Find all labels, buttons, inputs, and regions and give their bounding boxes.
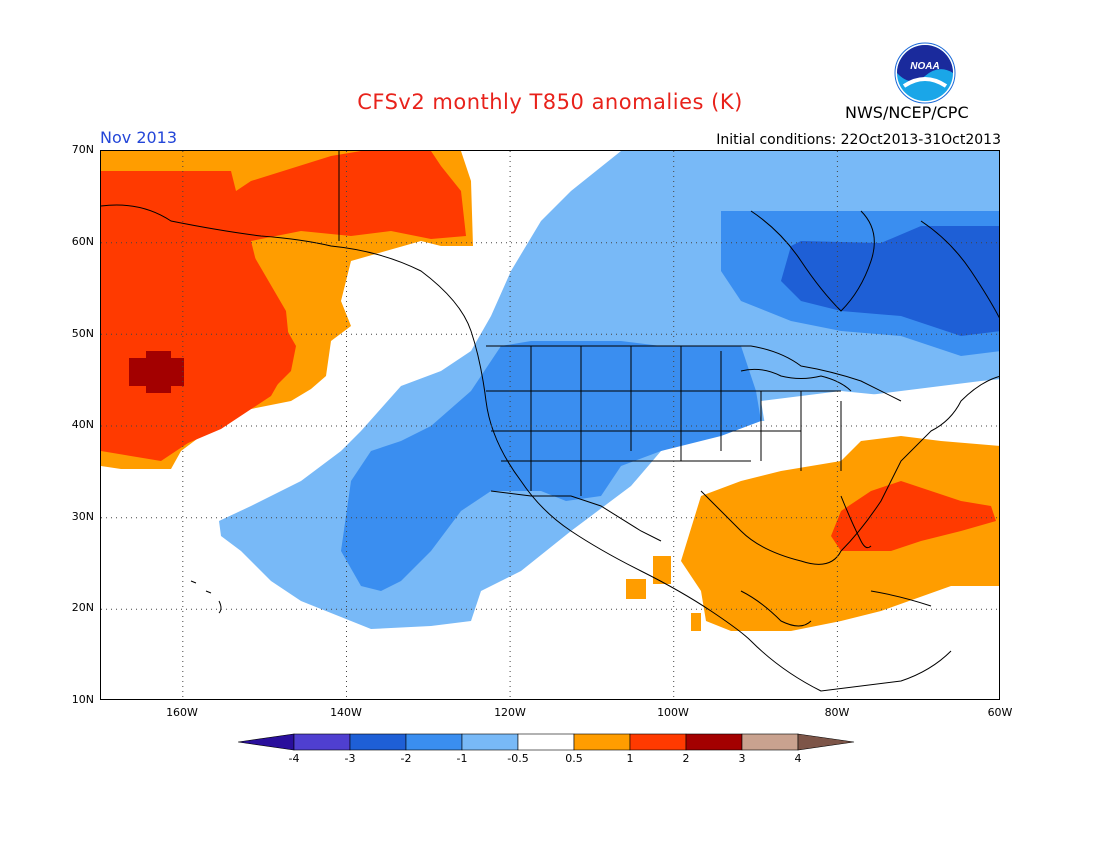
colorbar-segment bbox=[461, 733, 519, 751]
hawaii-islands bbox=[190, 580, 222, 614]
lat-label-30n: 30N bbox=[71, 510, 94, 523]
coastline-florida bbox=[840, 495, 872, 549]
noaa-logo-text: NOAA bbox=[910, 61, 939, 72]
colorbar-tick-label: -4 bbox=[288, 752, 300, 765]
chart-title: CFSv2 monthly T850 anomalies (K) bbox=[357, 90, 743, 114]
agency-label: NWS/NCEP/CPC bbox=[845, 103, 969, 122]
colorbar-segment bbox=[741, 733, 799, 751]
lat-label-20n: 20N bbox=[71, 601, 94, 614]
lon-label-120w: 120W bbox=[494, 706, 526, 719]
colorbar-tick-label: 4 bbox=[794, 752, 802, 765]
coastline-north-america bbox=[101, 204, 952, 692]
anomaly-cold-deep bbox=[781, 226, 999, 336]
noaa-logo: NOAA bbox=[894, 42, 956, 108]
graticule bbox=[101, 151, 999, 699]
colorbar-segment bbox=[349, 733, 407, 751]
colorbar-tick-label: 2 bbox=[682, 752, 690, 765]
colorbar-tick-label: 1 bbox=[626, 752, 634, 765]
lon-label-100w: 100W bbox=[657, 706, 689, 719]
initial-conditions-label: Initial conditions: 22Oct2013-31Oct2013 bbox=[716, 132, 1001, 148]
colorbar-tick-label: -3 bbox=[344, 752, 356, 765]
coastline-yucatan bbox=[740, 590, 812, 627]
anomaly-cold-west-us bbox=[341, 341, 761, 591]
border-us-canada bbox=[486, 345, 902, 402]
lat-label-40n: 40N bbox=[71, 418, 94, 431]
lat-label-50n: 50N bbox=[71, 327, 94, 340]
colorbar-labels: -4 -3 -2 -1 -0.5 0.5 1 2 3 4 bbox=[0, 752, 1100, 768]
anomaly-map bbox=[100, 150, 1000, 700]
coastline-cuba bbox=[870, 590, 932, 607]
lon-label-160w: 160W bbox=[166, 706, 198, 719]
colorbar-segment-min bbox=[237, 733, 295, 751]
month-label: Nov 2013 bbox=[100, 128, 178, 147]
lat-label-60n: 60N bbox=[71, 235, 94, 248]
coastline-hudson-bay bbox=[750, 210, 875, 312]
lon-label-140w: 140W bbox=[330, 706, 362, 719]
colorbar-segment bbox=[629, 733, 687, 751]
colorbar-tick-label: -1 bbox=[456, 752, 468, 765]
lon-label-80w: 80W bbox=[824, 706, 850, 719]
colorbar-segment-max bbox=[797, 733, 855, 751]
coastline-gulf bbox=[700, 376, 999, 565]
colorbar-segment bbox=[573, 733, 631, 751]
lat-label-70n: 70N bbox=[71, 143, 94, 156]
anomaly-warm-atlantic-core bbox=[831, 481, 996, 551]
colorbar-tick-label: -2 bbox=[400, 752, 412, 765]
great-lakes bbox=[740, 368, 852, 392]
colorbar bbox=[237, 732, 862, 756]
colorbar-tick-label: -0.5 bbox=[507, 752, 529, 765]
colorbar-segment bbox=[517, 733, 575, 751]
colorbar-segment bbox=[405, 733, 463, 751]
colorbar-segment bbox=[685, 733, 743, 751]
lat-label-10n: 10N bbox=[71, 693, 94, 706]
coastline-labrador bbox=[920, 220, 999, 319]
lon-label-60w: 60W bbox=[987, 706, 1013, 719]
colorbar-segment bbox=[293, 733, 351, 751]
border-us-mexico bbox=[490, 490, 662, 542]
colorbar-tick-label: 0.5 bbox=[565, 752, 583, 765]
colorbar-tick-label: 3 bbox=[738, 752, 746, 765]
